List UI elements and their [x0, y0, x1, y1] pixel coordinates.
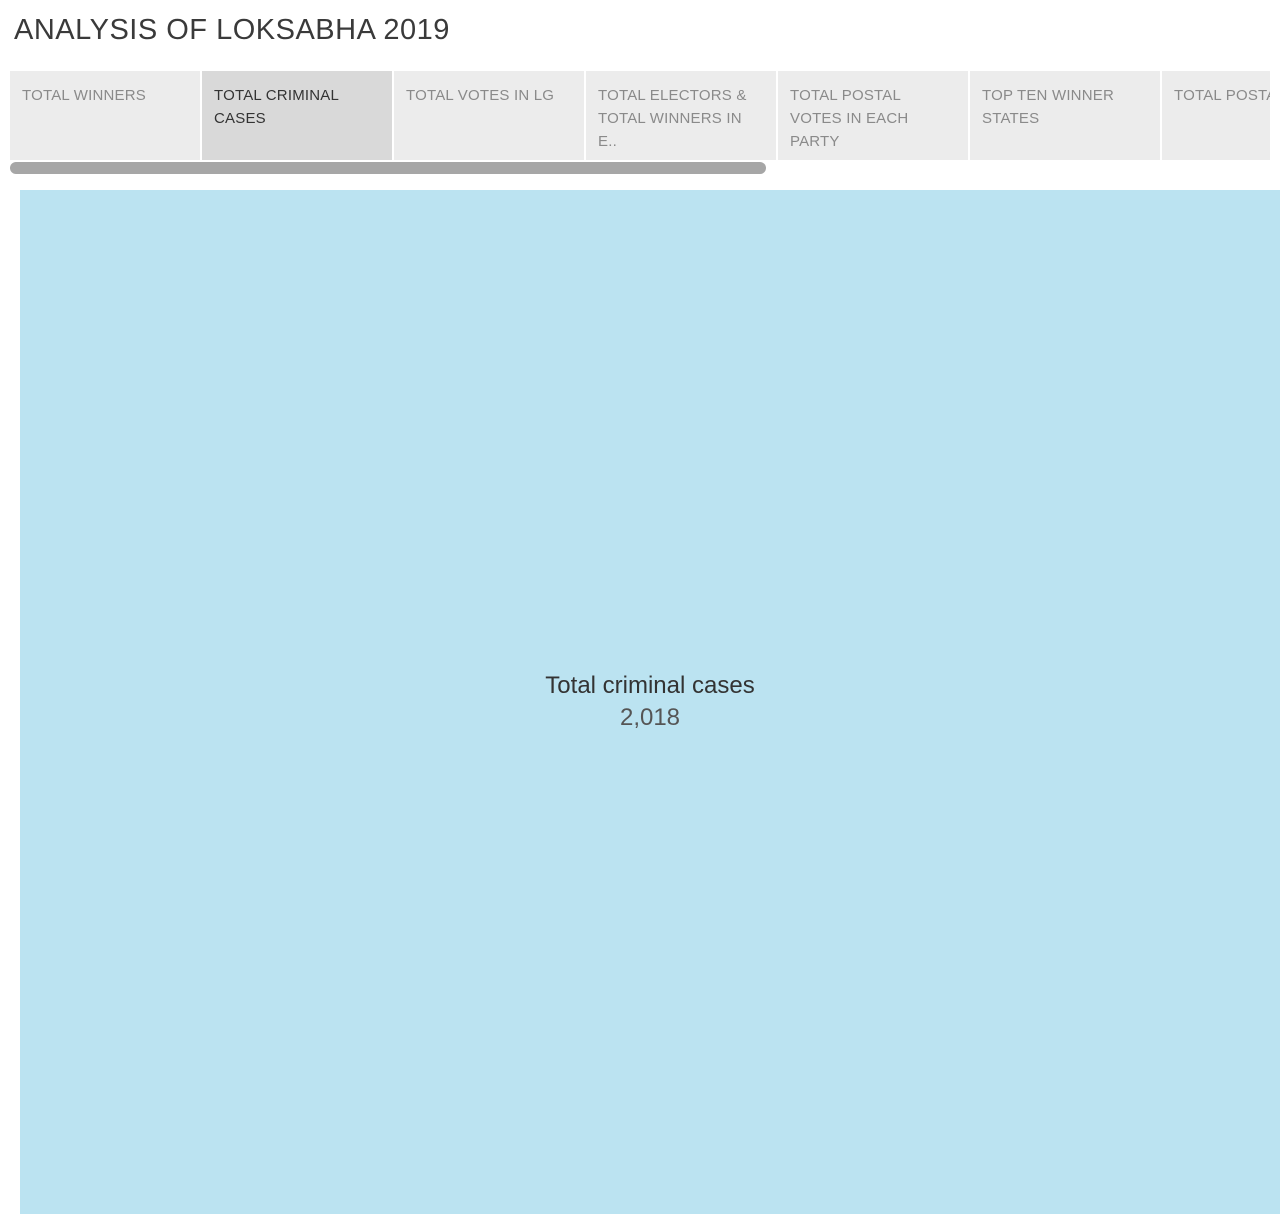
tab-total-criminal-cases[interactable]: TOTAL CRIMINAL CASES	[202, 71, 392, 160]
tab-label: TOTAL POSTAL VOTES IN EACH PARTY	[790, 87, 909, 150]
mark-label: Total criminal cases 2,018	[20, 670, 1280, 734]
tab-total-postal-votes[interactable]: TOTAL POSTAL VOT..	[1162, 71, 1270, 160]
page-title: ANALYSIS OF LOKSABHA 2019	[14, 14, 450, 46]
scrollbar-thumb[interactable]	[10, 162, 766, 174]
sheet-tab-strip: TOTAL WINNERS TOTAL CRIMINAL CASES TOTAL…	[10, 71, 1270, 160]
tab-top-ten-winner-states[interactable]: TOP TEN WINNER STATES	[970, 71, 1160, 160]
tab-total-postal-votes-each-party[interactable]: TOTAL POSTAL VOTES IN EACH PARTY	[778, 71, 968, 160]
tab-label: TOTAL WINNERS	[22, 87, 146, 104]
tab-total-electors-and-winners[interactable]: TOTAL ELECTORS & TOTAL WINNERS IN E..	[586, 71, 776, 160]
mark-value: 2,018	[619, 704, 681, 731]
tab-label: TOTAL VOTES IN LG	[406, 87, 555, 104]
tab-total-votes-in-lg[interactable]: TOTAL VOTES IN LG	[394, 71, 584, 160]
treemap-mark-total-criminal-cases[interactable]: Total criminal cases 2,018	[20, 190, 1280, 1214]
mark-title: Total criminal cases	[545, 672, 755, 699]
tab-label: TOTAL ELECTORS & TOTAL WINNERS IN E..	[598, 87, 747, 150]
tab-label: TOTAL CRIMINAL CASES	[214, 87, 339, 127]
tab-strip-scrollbar[interactable]	[10, 162, 1270, 174]
tab-label: TOP TEN WINNER STATES	[982, 87, 1114, 127]
tab-label: TOTAL POSTAL VOT..	[1174, 87, 1270, 104]
tab-total-winners[interactable]: TOTAL WINNERS	[10, 71, 200, 160]
